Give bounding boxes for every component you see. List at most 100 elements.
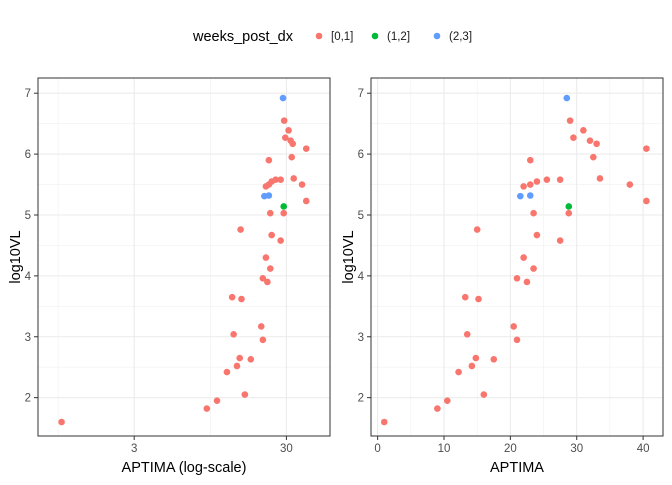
y-tick-label-5: 7 bbox=[358, 88, 364, 100]
data-point-2-2 bbox=[279, 94, 287, 102]
data-point-2-0 bbox=[517, 192, 524, 200]
data-point-0-14 bbox=[259, 275, 267, 282]
data-point-0-26 bbox=[556, 176, 564, 183]
data-point-0-0 bbox=[380, 418, 388, 426]
data-point-0-16 bbox=[523, 278, 531, 286]
data-point-0-32 bbox=[590, 153, 597, 161]
data-point-0-1 bbox=[434, 405, 441, 412]
y-tick-label-3: 5 bbox=[358, 210, 364, 222]
data-point-0-1 bbox=[203, 405, 211, 412]
data-point-0-3 bbox=[223, 368, 231, 376]
data-point-0-17 bbox=[520, 183, 527, 190]
data-point-0-35 bbox=[298, 181, 306, 188]
y-tick-label-5: 7 bbox=[25, 88, 31, 100]
x-tick-label-4: 40 bbox=[637, 443, 650, 455]
data-point-2-1 bbox=[526, 192, 534, 199]
legend-key-2 bbox=[433, 32, 441, 40]
data-point-0-8 bbox=[238, 295, 245, 303]
data-point-0-7 bbox=[236, 354, 244, 362]
data-point-0-24 bbox=[543, 176, 551, 183]
x-tick-label-2: 20 bbox=[504, 443, 517, 455]
legend-title: weeks_post_dx bbox=[192, 29, 294, 45]
data-point-0-25 bbox=[556, 237, 564, 244]
legend-label-2: (2,3] bbox=[449, 31, 472, 43]
x-axis-label: APTIMA (log-scale) bbox=[122, 460, 247, 476]
data-point-0-37 bbox=[643, 197, 650, 205]
data-point-0-32 bbox=[288, 153, 296, 161]
data-point-0-5 bbox=[461, 293, 469, 301]
data-point-0-25 bbox=[277, 237, 284, 244]
y-tick-label-1: 3 bbox=[358, 332, 364, 344]
data-point-2-1 bbox=[265, 192, 273, 199]
data-point-0-6 bbox=[468, 362, 476, 370]
x-tick-label-1: 30 bbox=[280, 443, 293, 455]
legend-key-1 bbox=[371, 32, 379, 40]
data-point-0-11 bbox=[247, 355, 255, 363]
data-point-0-37 bbox=[302, 197, 310, 205]
x-tick-label-3: 30 bbox=[570, 443, 583, 455]
data-point-0-18 bbox=[266, 265, 274, 272]
legend-key-0 bbox=[315, 32, 323, 40]
data-point-0-2 bbox=[444, 397, 451, 404]
x-tick-label-0: 0 bbox=[374, 443, 380, 455]
data-point-0-2 bbox=[213, 397, 221, 404]
data-point-0-34 bbox=[290, 175, 298, 182]
data-point-0-15 bbox=[262, 254, 270, 261]
data-point-0-33 bbox=[593, 140, 600, 148]
x-axis-label: APTIMA bbox=[490, 460, 544, 476]
data-point-0-20 bbox=[526, 181, 534, 188]
data-point-0-16 bbox=[264, 278, 271, 286]
data-point-0-13 bbox=[513, 336, 521, 344]
data-point-0-35 bbox=[626, 181, 634, 188]
data-point-0-21 bbox=[265, 156, 273, 164]
data-point-0-27 bbox=[565, 209, 573, 217]
data-point-0-6 bbox=[233, 362, 241, 370]
data-point-0-14 bbox=[513, 275, 521, 282]
panel-border bbox=[370, 77, 664, 437]
data-point-0-12 bbox=[510, 323, 517, 330]
y-tick-label-1: 3 bbox=[25, 332, 31, 344]
y-tick-label-0: 2 bbox=[25, 393, 31, 405]
panel-border bbox=[37, 77, 331, 437]
data-point-0-36 bbox=[302, 145, 310, 152]
legend-label-0: [0,1] bbox=[331, 31, 353, 43]
data-point-0-7 bbox=[472, 354, 480, 362]
data-point-0-33 bbox=[289, 140, 297, 148]
data-point-0-9 bbox=[473, 226, 481, 233]
data-point-0-0 bbox=[58, 418, 65, 426]
data-point-0-13 bbox=[259, 336, 267, 344]
y-tick-label-2: 4 bbox=[358, 271, 365, 283]
data-point-2-2 bbox=[563, 94, 571, 102]
data-point-0-30 bbox=[580, 127, 587, 134]
y-tick-label-4: 6 bbox=[25, 149, 31, 161]
data-point-0-30 bbox=[285, 127, 292, 134]
data-point-0-9 bbox=[237, 226, 244, 233]
data-point-0-12 bbox=[257, 323, 265, 330]
x-tick-label-0: 3 bbox=[131, 443, 137, 455]
data-point-0-4 bbox=[230, 331, 237, 338]
x-tick-label-1: 10 bbox=[438, 443, 451, 455]
data-point-0-18 bbox=[530, 265, 537, 272]
data-point-0-5 bbox=[228, 293, 236, 301]
data-point-1-0 bbox=[565, 203, 573, 210]
data-point-0-8 bbox=[475, 295, 482, 303]
panel-right: 0 10 20 30 40 2 3 4 5 6 7 APTIMA log10VL bbox=[341, 77, 664, 476]
data-point-0-36 bbox=[643, 145, 650, 152]
data-point-0-23 bbox=[533, 178, 541, 185]
data-point-0-19 bbox=[530, 209, 537, 217]
data-point-1-0 bbox=[280, 203, 288, 210]
data-point-0-21 bbox=[526, 156, 534, 164]
data-point-0-3 bbox=[455, 368, 462, 376]
data-point-0-10 bbox=[480, 391, 488, 398]
data-point-0-11 bbox=[490, 355, 498, 363]
data-point-0-19 bbox=[266, 209, 274, 217]
data-point-0-31 bbox=[586, 137, 594, 145]
legend: weeks_post_dx [0,1] (1,2] (2,3] bbox=[192, 29, 472, 45]
data-point-0-4 bbox=[463, 331, 471, 338]
data-point-0-29 bbox=[282, 134, 289, 141]
legend-label-1: (1,2] bbox=[387, 31, 410, 43]
data-point-0-28 bbox=[280, 117, 288, 124]
y-tick-label-4: 6 bbox=[358, 149, 364, 161]
